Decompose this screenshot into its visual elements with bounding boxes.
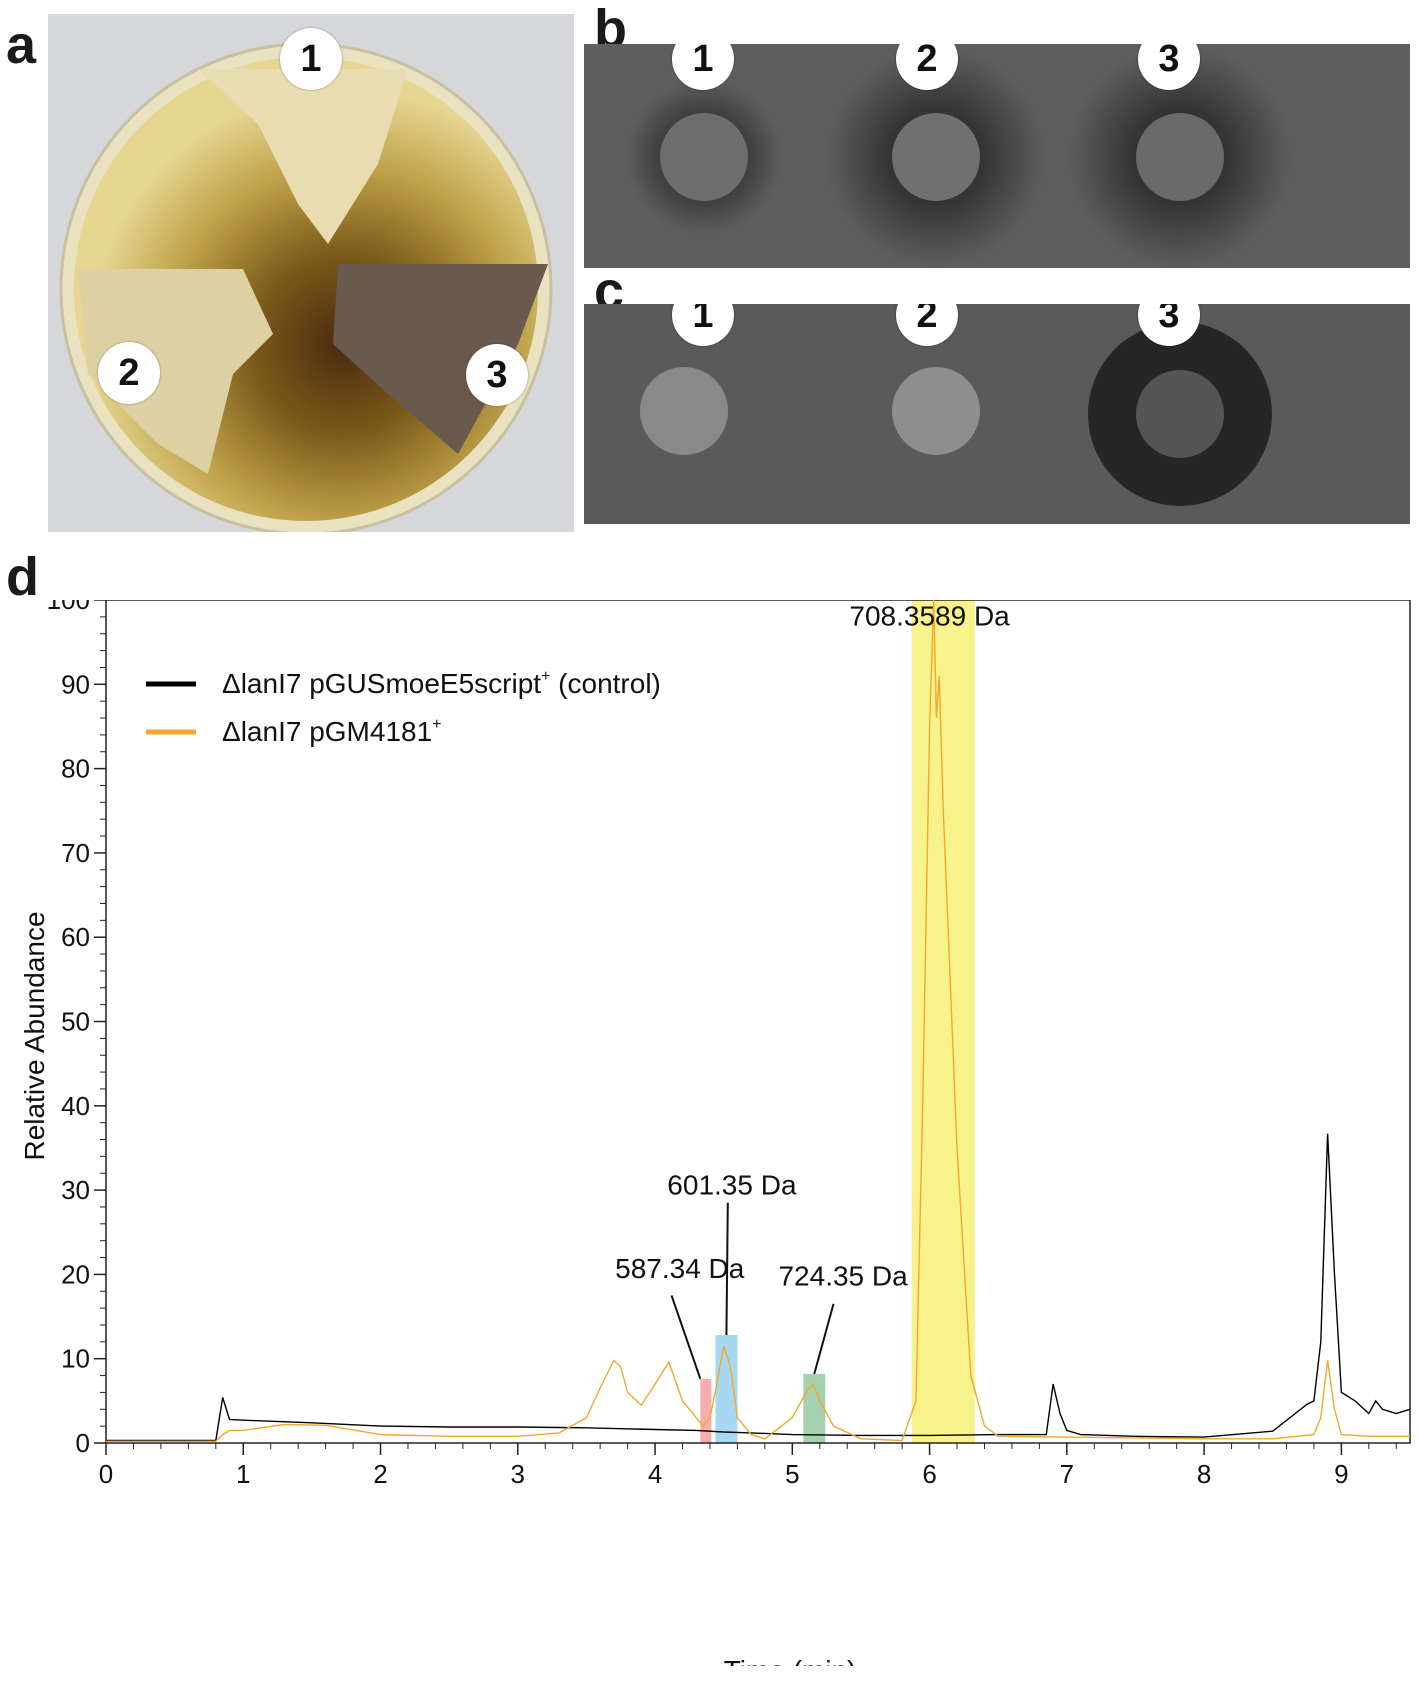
peak-highlight [700, 1378, 712, 1443]
y-tick-label: 30 [61, 1175, 90, 1205]
x-tick-label: 3 [511, 1459, 525, 1489]
panel-letter-d: d [6, 547, 39, 607]
annotation-leader [813, 1303, 835, 1375]
legend-entry: ΔlanI7 pGM4181+ [222, 716, 442, 747]
x-tick-label: 8 [1197, 1459, 1211, 1489]
series-line-pGM4181 [106, 600, 1410, 1442]
y-tick-label: 70 [61, 838, 90, 868]
y-tick-label: 20 [61, 1259, 90, 1289]
y-tick-label: 0 [76, 1428, 90, 1458]
x-tick-label: 4 [648, 1459, 662, 1489]
bioassay-plate-c: 1 2 3 [584, 304, 1410, 524]
strain-label-2: 2 [98, 342, 160, 404]
x-tick-label: 0 [99, 1459, 113, 1489]
y-axis-label: Relative Abundance [19, 911, 50, 1160]
peak-highlights [700, 600, 975, 1443]
y-tick-label: 100 [47, 600, 90, 615]
series-lines [106, 600, 1411, 1442]
panel-letter-a: a [6, 15, 37, 75]
annotation-leader [725, 1202, 729, 1336]
x-tick-label: 6 [922, 1459, 936, 1489]
annotations: 708.3589 Da 601.35 Da 587.34 Da 724.35 Da [615, 600, 1010, 1380]
well-label-2: 2 [896, 44, 958, 90]
peak-annotation: 708.3589 Da [849, 600, 1010, 631]
legend: ΔlanI7 pGUSmoeE5script+ (control) ΔlanI7 … [146, 668, 661, 747]
peak-annotation: 724.35 Da [778, 1260, 908, 1291]
chromatogram-chart: 0 10 20 30 40 50 60 70 80 90 100 0 1 2 3 4 5 6 7 8 9 708.358… [19, 600, 1411, 1666]
x-axis-label: Time (min) [724, 1655, 857, 1666]
x-tick-label: 5 [785, 1459, 799, 1489]
y-tick-label: 80 [61, 754, 90, 784]
legend-entry: ΔlanI7 pGUSmoeE5script+ (control) [222, 668, 661, 699]
x-tick-label: 1 [236, 1459, 250, 1489]
petri-dish-photo: 1 2 3 [48, 14, 574, 532]
peak-annotation: 587.34 Da [615, 1253, 745, 1284]
peak-highlight [803, 1373, 826, 1443]
y-tick-label: 90 [61, 669, 90, 699]
bioassay-plate-b: 1 2 3 [584, 44, 1410, 268]
y-tick-label: 40 [61, 1091, 90, 1121]
x-tick-label: 9 [1334, 1459, 1348, 1489]
strain-label-3: 3 [466, 344, 528, 406]
peak-annotation: 601.35 Da [667, 1169, 797, 1200]
annotation-leader [670, 1295, 702, 1380]
peak-highlight [911, 600, 975, 1443]
strain-label-1: 1 [280, 28, 342, 90]
y-tick-label: 60 [61, 922, 90, 952]
y-tick-label: 50 [61, 1007, 90, 1037]
x-tick-label: 7 [1060, 1459, 1074, 1489]
series-line-control [106, 1133, 1411, 1442]
y-tick-label: 10 [61, 1344, 90, 1374]
x-tick-label: 2 [373, 1459, 387, 1489]
axes: 0 10 20 30 40 50 60 70 80 90 100 0 1 2 3 4 5 6 7 8 9 [47, 600, 1411, 1489]
well-label-3: 3 [1138, 304, 1200, 346]
